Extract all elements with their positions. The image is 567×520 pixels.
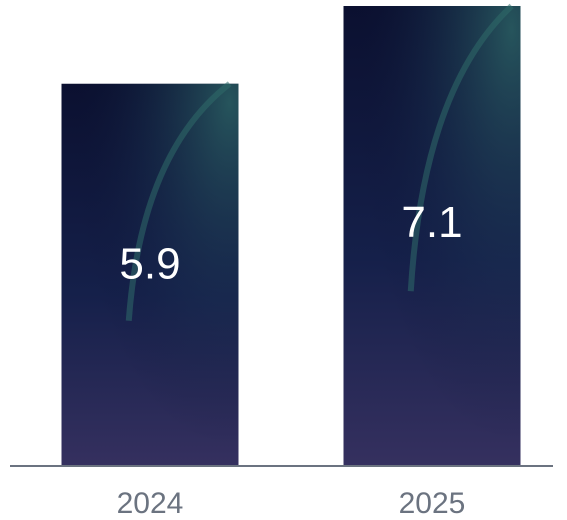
bar-2024 — [61, 81, 239, 467]
bar-streak-2025 — [407, 3, 514, 292]
bar-streak-2024 — [125, 81, 232, 321]
bar-2025 — [343, 3, 521, 466]
bars-group — [61, 3, 521, 467]
labels-group: 5.9 2024 7.1 2025 — [117, 198, 466, 520]
data-label-2024: 5.9 — [119, 239, 180, 288]
x-tick-label-2024: 2024 — [117, 487, 184, 520]
bar-glow-2024 — [61, 83, 239, 467]
data-label-2025: 7.1 — [401, 198, 462, 247]
x-tick-label-2025: 2025 — [399, 487, 466, 520]
bar-glow-2025 — [343, 6, 521, 466]
